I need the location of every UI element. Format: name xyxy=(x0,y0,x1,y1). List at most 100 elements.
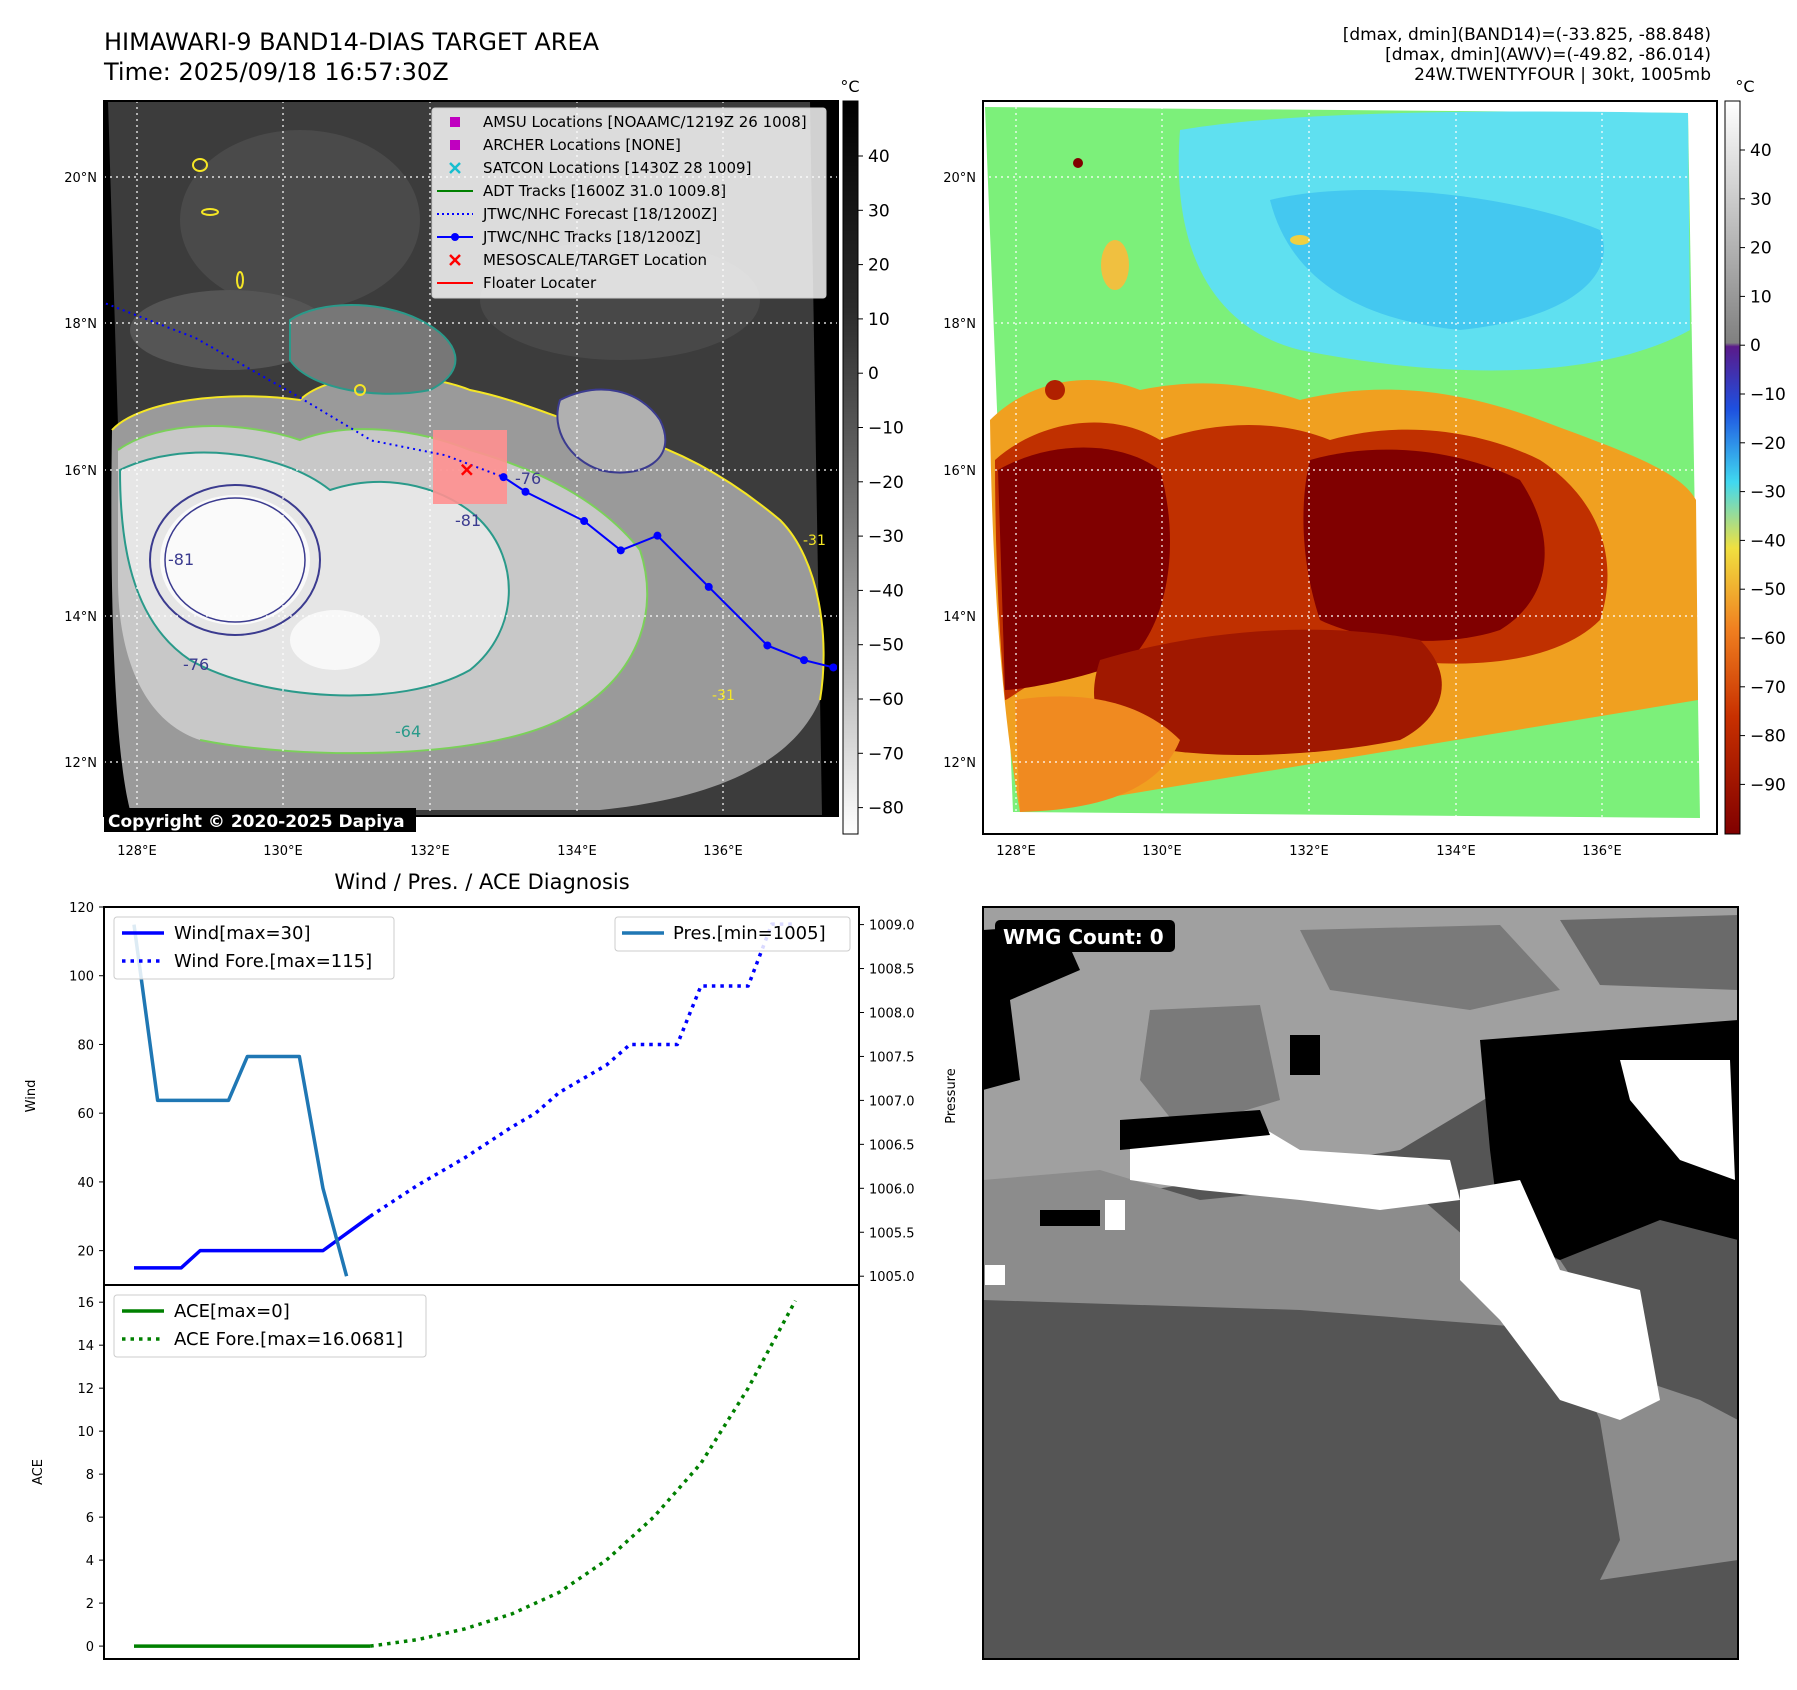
lat-tick: 14°N xyxy=(64,610,97,625)
colorbar-tick-label: −20 xyxy=(868,473,904,493)
y-tick-label: 6 xyxy=(86,1511,94,1526)
contour-label: -81 xyxy=(168,550,194,569)
contour-label: -31 xyxy=(803,533,826,549)
lon-tick: 128°E xyxy=(996,844,1036,859)
track-point xyxy=(704,582,713,591)
legend-label: ADT Tracks [1600Z 31.0 1009.8] xyxy=(483,182,726,200)
track-point xyxy=(800,656,809,665)
legend-label: JTWC/NHC Tracks [18/1200Z] xyxy=(482,228,701,246)
colorbar-tick-label: −10 xyxy=(868,419,904,439)
y2-tick-label: 1008.0 xyxy=(869,1006,915,1021)
awv-spot xyxy=(1073,158,1083,168)
ir-cloud-shape xyxy=(130,290,330,370)
colorbar-tick-label: −70 xyxy=(868,744,904,764)
lon-tick: 134°E xyxy=(557,844,597,859)
ace-panel: ACE 0 2 4 6 8 10 12 14 16 ACE[max=0] ACE Fore.[m… xyxy=(31,1284,860,1660)
ir-lat-ticks: 20°N 18°N 16°N 14°N 12°N xyxy=(64,171,97,771)
track-point xyxy=(499,473,508,482)
lat-tick: 14°N xyxy=(943,610,976,625)
ir-cloud-core xyxy=(160,495,310,625)
contour-blob xyxy=(354,384,366,396)
legend-marker-x xyxy=(449,254,461,266)
legend-marker-square xyxy=(450,117,460,127)
track-point xyxy=(763,641,772,650)
wmg-cell xyxy=(985,1265,1005,1285)
lat-tick: 12°N xyxy=(64,756,97,771)
track-point xyxy=(653,531,662,540)
lon-tick: 132°E xyxy=(410,844,450,859)
ir-colorbar-unit: °C xyxy=(840,77,859,96)
colorbar-tick-label: 10 xyxy=(868,310,890,330)
legend-box xyxy=(113,1294,427,1358)
awv-spot xyxy=(1045,380,1065,400)
lat-tick: 20°N xyxy=(943,171,976,186)
y-tick-label: 4 xyxy=(86,1554,94,1569)
y2-tick-label: 1007.5 xyxy=(869,1050,915,1065)
legend-label: Wind Fore.[max=115] xyxy=(174,951,372,972)
contour-blob xyxy=(236,271,244,289)
wmg-count-text: WMG Count: 0 xyxy=(1003,925,1164,949)
series-line-wind xyxy=(134,1214,372,1270)
lon-tick: 136°E xyxy=(1582,844,1622,859)
legend-items: AMSU Locations [NOAAMC/1219Z 26 1008] ARC… xyxy=(437,113,807,292)
colorbar-tick-label: −40 xyxy=(868,581,904,601)
colorbar-tick-label: 40 xyxy=(868,147,890,167)
contour-minus76 xyxy=(556,388,667,474)
colorbar-tick-label: 20 xyxy=(868,256,890,276)
lat-tick: 18°N xyxy=(943,317,976,332)
contour-label: -76 xyxy=(515,469,541,488)
colorbar-tick-label: −30 xyxy=(868,527,904,547)
wmg-region xyxy=(1120,1110,1270,1150)
colorbar-tick-label: 30 xyxy=(868,201,890,221)
info-storm: 24W.TWENTYFOUR | 30kt, 1005mb xyxy=(1414,65,1711,85)
legend-label: Pres.[min=1005] xyxy=(673,923,826,944)
ir-cloud-core xyxy=(290,610,380,670)
wmg-region xyxy=(1620,1060,1735,1180)
wmg-panel: WMG Count: 0 xyxy=(982,906,1739,1660)
track-point xyxy=(580,517,589,526)
wind-y-ticks: 20 40 60 80 100 120 xyxy=(69,901,104,1260)
ir-map-panel: -76 -81 -81 -76 -64 -31 -31 AMSU Locatio… xyxy=(64,77,904,859)
legend-box xyxy=(614,916,851,952)
colorbar-tick-label: −80 xyxy=(868,799,904,819)
y2-tick-label: 1006.0 xyxy=(869,1182,915,1197)
ace-ylabel: ACE xyxy=(31,1459,46,1485)
colorbar-tick-label: −40 xyxy=(1750,531,1786,551)
target-location-marker xyxy=(460,463,473,476)
awv-map-panel: 128°E 130°E 132°E 134°E 136°E 20°N 18°N … xyxy=(943,77,1786,859)
ir-map-border xyxy=(103,100,839,817)
colorbar-tick-label: 20 xyxy=(1750,239,1772,259)
lat-tick: 16°N xyxy=(64,464,97,479)
legend-label: ACE Fore.[max=16.0681] xyxy=(174,1329,403,1350)
info-awv: [dmax, dmin](AWV)=(-49.82, -86.014) xyxy=(1385,45,1711,65)
lon-tick: 136°E xyxy=(703,844,743,859)
lon-tick: 132°E xyxy=(1289,844,1329,859)
colorbar-tick-label: 10 xyxy=(1750,287,1772,307)
y-tick-label: 8 xyxy=(86,1468,94,1483)
track-point xyxy=(616,546,625,555)
awv-colorbar-ticks: 40 30 20 10 0 −10 −20 −30 −40 −50 −60 −70 −80 −90 xyxy=(1740,141,1786,795)
awv-colorbar xyxy=(1724,100,1741,835)
y2-tick-label: 1009.0 xyxy=(869,919,915,934)
wmg-cell xyxy=(1040,1210,1100,1226)
colorbar-tick-label: −50 xyxy=(868,636,904,656)
contour-minus64 xyxy=(118,451,510,697)
wmg-cell xyxy=(1290,1035,1320,1075)
forecast-track-line xyxy=(104,301,504,479)
colorbar-tick-label: −70 xyxy=(1750,678,1786,698)
wind-ylabel: Wind xyxy=(24,1080,39,1113)
wmg-region xyxy=(1300,925,1560,1010)
awv-field xyxy=(1015,696,1180,812)
wind-pressure-panel: Wind / Pres. / ACE Diagnosis Wind Pressu… xyxy=(24,870,959,1286)
ir-colorbar xyxy=(842,100,859,835)
wind-legend: Wind[max=30] Wind Fore.[max=115] xyxy=(113,916,395,980)
legend-box xyxy=(113,916,395,980)
diagnosis-title: Wind / Pres. / ACE Diagnosis xyxy=(334,870,629,894)
legend-label: Wind[max=30] xyxy=(174,923,311,944)
wmg-region xyxy=(1560,915,1738,990)
y2-tick-label: 1005.0 xyxy=(869,1270,915,1285)
colorbar-tick-label: 30 xyxy=(1750,190,1772,210)
y-tick-label: 60 xyxy=(77,1107,94,1122)
wmg-region xyxy=(1140,1005,1280,1130)
y2-tick-label: 1007.0 xyxy=(869,1094,915,1109)
